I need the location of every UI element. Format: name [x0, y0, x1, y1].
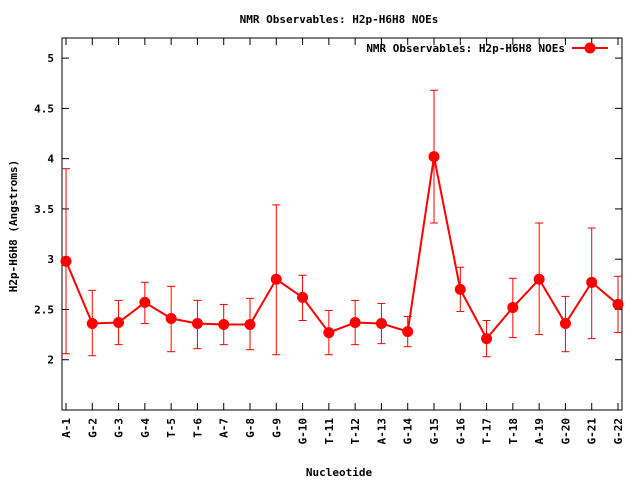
x-tick-label: G-20 [559, 418, 572, 445]
y-tick-label: 3 [47, 253, 54, 266]
y-tick-label: 2 [47, 354, 54, 367]
x-tick-label: T-18 [507, 418, 520, 445]
series-line [65, 156, 619, 341]
data-point [428, 151, 440, 163]
data-point [270, 273, 282, 285]
legend-marker [584, 42, 596, 54]
x-tick-label: G-4 [139, 418, 152, 438]
data-point [349, 317, 361, 329]
y-axis: 2 2.5 3 3.5 4 4.5 5 [34, 52, 622, 367]
x-tick-label: G-10 [297, 418, 310, 445]
y-tick-label: 2.5 [34, 303, 54, 316]
x-tick-label: A-1 [60, 418, 73, 438]
data-point [297, 291, 309, 303]
data-point [60, 255, 72, 267]
x-axis: A-1 G-2 G-3 G-4 T-5 T-6 A-7 G-8 G-9 G-10 T-11 T-12 A… [60, 38, 625, 445]
data-point [113, 317, 125, 329]
data-point [375, 318, 387, 330]
data-point [402, 326, 414, 338]
data-point [139, 296, 151, 308]
data-points [60, 151, 624, 345]
data-point [612, 298, 624, 310]
y-tick-label: 5 [47, 52, 54, 65]
x-tick-label: T-6 [191, 418, 204, 438]
chart-title: NMR Observables: H2p-H6H8 NOEs [240, 13, 439, 26]
x-axis-label: Nucleotide [306, 466, 373, 479]
y-tick-label: 3.5 [34, 203, 54, 216]
x-tick-label: G-3 [113, 418, 126, 438]
x-tick-label: G-15 [428, 418, 441, 445]
x-tick-label: G-9 [270, 418, 283, 438]
x-tick-label: A-7 [218, 418, 231, 438]
x-tick-label: A-13 [375, 418, 388, 445]
data-point [454, 283, 466, 295]
y-axis-label: H2p-H6H8 (Angstroms) [7, 160, 20, 292]
x-tick-label: T-12 [349, 418, 362, 445]
data-point [323, 327, 335, 339]
error-bars [62, 89, 622, 358]
data-point [481, 333, 493, 345]
data-point [218, 319, 230, 331]
plot-frame [61, 37, 623, 411]
data-point [586, 276, 598, 288]
data-point [559, 318, 571, 330]
data-point [244, 319, 256, 331]
data-point [86, 318, 98, 330]
x-tick-label: G-16 [454, 418, 467, 445]
x-tick-label: T-11 [323, 418, 336, 445]
x-tick-label: G-22 [612, 418, 625, 445]
y-tick-label: 4 [47, 153, 54, 166]
legend-label: NMR Observables: H2p-H6H8 NOEs [366, 42, 565, 55]
x-tick-label: G-2 [86, 418, 99, 438]
y-tick-label: 4.5 [34, 102, 54, 115]
x-tick-label: A-19 [533, 418, 546, 445]
x-tick-label: T-17 [481, 418, 494, 445]
data-point [191, 318, 203, 330]
x-tick-label: G-14 [402, 418, 415, 445]
x-tick-label: T-5 [165, 418, 178, 438]
data-point [165, 313, 177, 325]
data-point [533, 273, 545, 285]
legend: NMR Observables: H2p-H6H8 NOEs [366, 42, 608, 55]
data-point [507, 301, 519, 313]
x-tick-label: G-21 [586, 418, 599, 445]
x-tick-label: G-8 [244, 418, 257, 438]
